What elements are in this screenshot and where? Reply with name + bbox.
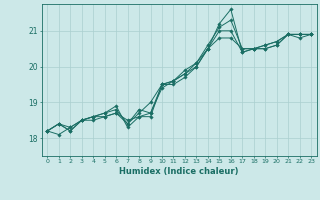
X-axis label: Humidex (Indice chaleur): Humidex (Indice chaleur) <box>119 167 239 176</box>
